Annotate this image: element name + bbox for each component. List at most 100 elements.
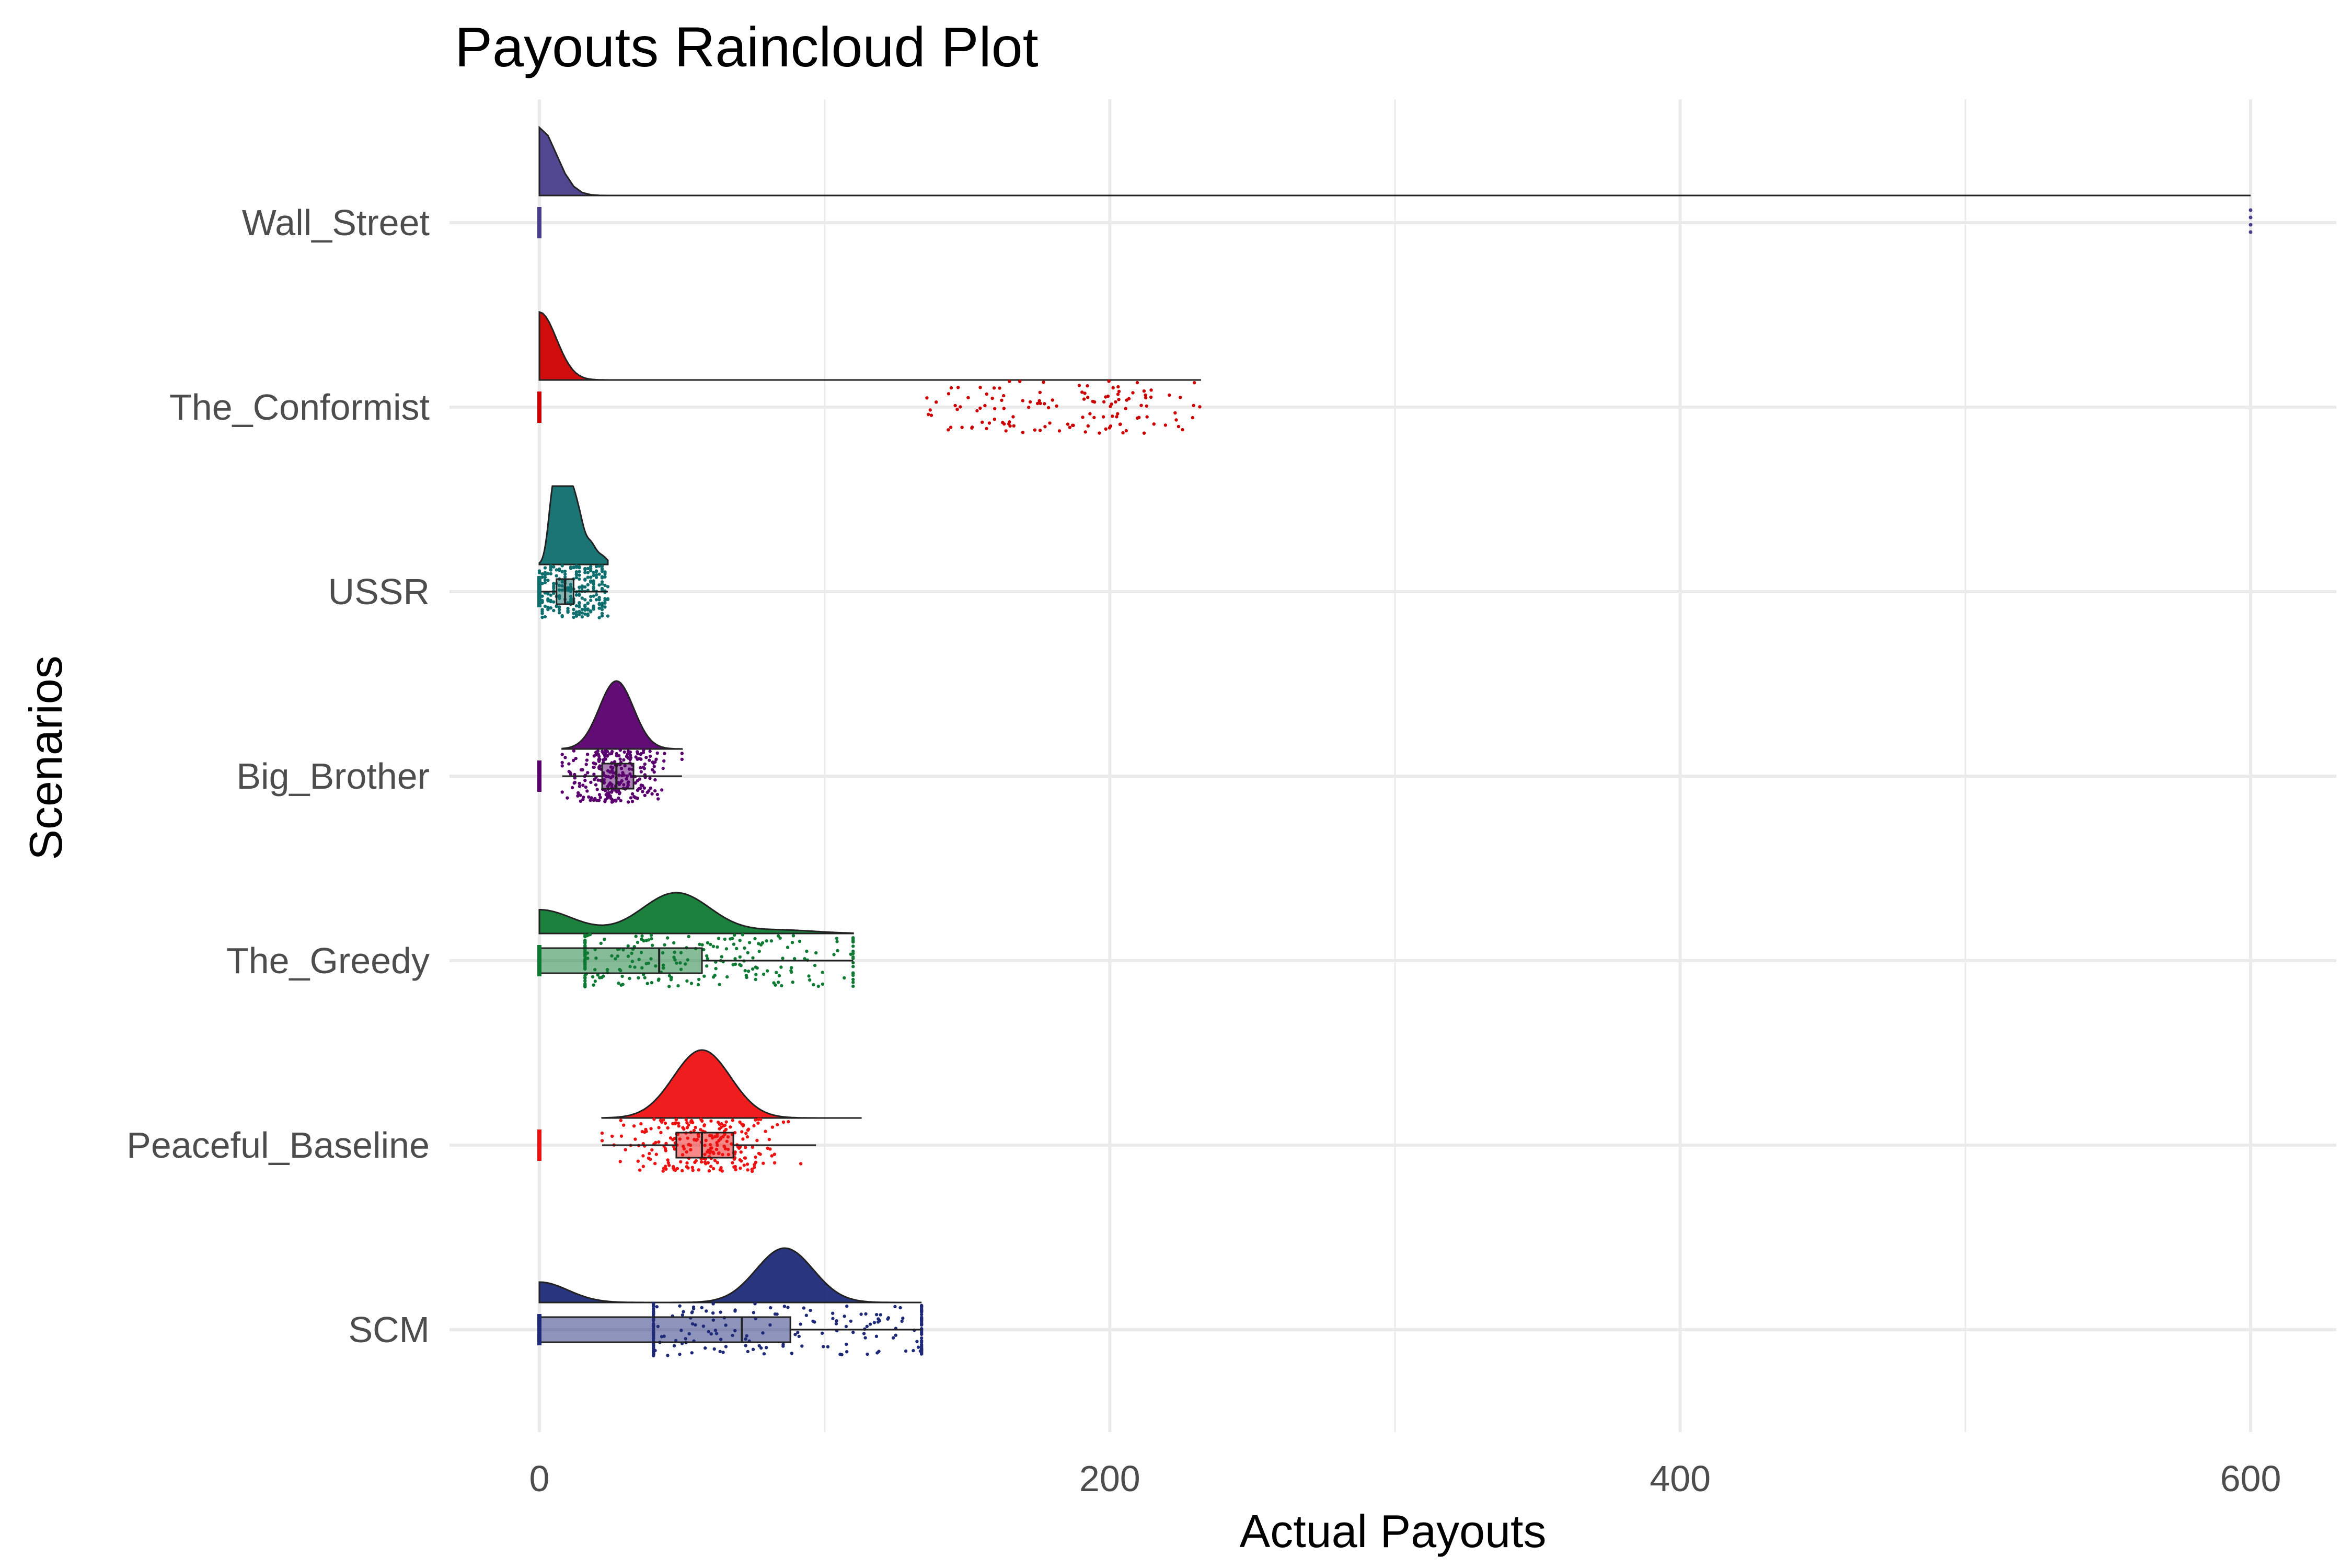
rain-point bbox=[581, 768, 584, 772]
rain-point bbox=[583, 603, 587, 607]
rain-point bbox=[597, 564, 601, 568]
rain-point bbox=[835, 937, 839, 940]
rain-point bbox=[619, 1134, 624, 1138]
rain-point bbox=[622, 1123, 626, 1127]
rain-point bbox=[584, 785, 588, 789]
rain-point bbox=[767, 1137, 771, 1142]
rain-point bbox=[578, 602, 581, 605]
rain-point bbox=[777, 981, 780, 984]
rain-point bbox=[589, 567, 593, 571]
rain-point bbox=[586, 575, 590, 579]
rain-point bbox=[797, 1334, 801, 1339]
density-cloud bbox=[538, 892, 854, 935]
rain-point bbox=[636, 797, 640, 800]
rain-point bbox=[592, 607, 595, 611]
rain-point bbox=[721, 1351, 725, 1354]
rain-point bbox=[1149, 388, 1153, 392]
rain-point bbox=[754, 973, 758, 976]
rain-point bbox=[1071, 423, 1075, 427]
rain-point bbox=[585, 789, 589, 793]
rain-point bbox=[603, 754, 607, 757]
rain-point bbox=[681, 1126, 685, 1129]
rain-point bbox=[790, 966, 793, 970]
x-tick-label: 200 bbox=[1079, 1458, 1140, 1499]
rain-point bbox=[699, 1128, 702, 1132]
rain-point bbox=[751, 1347, 755, 1351]
rain-point bbox=[549, 606, 553, 610]
rain-point bbox=[647, 1156, 651, 1160]
rain-point bbox=[592, 761, 595, 765]
rain-point bbox=[716, 1121, 720, 1124]
rain-point bbox=[851, 944, 855, 948]
rain-point bbox=[655, 751, 659, 755]
rain-point bbox=[574, 604, 579, 608]
rain-point bbox=[587, 795, 591, 799]
rain-point bbox=[738, 1120, 742, 1124]
rain-point bbox=[879, 1313, 883, 1317]
rain-point bbox=[650, 1148, 654, 1152]
rain-point bbox=[594, 573, 598, 577]
rain-point bbox=[666, 936, 670, 940]
y-tick-label: Peaceful_Baseline bbox=[126, 1125, 430, 1166]
rain-point bbox=[886, 1317, 890, 1321]
rain-point bbox=[678, 1352, 682, 1356]
rain-point bbox=[583, 985, 587, 989]
rain-point bbox=[687, 935, 690, 939]
rain-point bbox=[585, 753, 590, 756]
rain-point bbox=[1043, 425, 1047, 429]
rain-point bbox=[799, 1322, 802, 1326]
rain-point bbox=[560, 570, 564, 574]
rain-point bbox=[760, 941, 765, 945]
rain-point bbox=[729, 1125, 732, 1129]
rain-point bbox=[844, 1324, 848, 1329]
rain-point bbox=[1028, 400, 1032, 404]
rain-point bbox=[987, 421, 991, 425]
rain-point bbox=[609, 796, 613, 800]
rain-point bbox=[762, 1352, 766, 1356]
rain-point bbox=[702, 1124, 706, 1127]
rain-point bbox=[597, 793, 602, 797]
rain-point bbox=[1117, 389, 1121, 394]
rain-point bbox=[603, 583, 607, 587]
rain-point bbox=[1152, 422, 1156, 426]
rain-point bbox=[804, 1313, 809, 1317]
rain-point bbox=[691, 1305, 696, 1309]
rain-point bbox=[1018, 379, 1022, 383]
rain-point bbox=[552, 584, 556, 588]
rain-point bbox=[970, 426, 974, 430]
rain-point bbox=[643, 793, 647, 798]
rain-point bbox=[549, 564, 553, 568]
rain-point bbox=[724, 947, 729, 951]
rain-point bbox=[558, 608, 561, 612]
rain-point bbox=[654, 1152, 659, 1156]
rain-point bbox=[606, 614, 610, 618]
rain-point bbox=[629, 796, 633, 800]
rain-point bbox=[746, 1127, 751, 1131]
rain-point bbox=[603, 597, 607, 601]
rain-point bbox=[549, 568, 553, 572]
rain-point bbox=[929, 413, 933, 417]
rain-point bbox=[1008, 379, 1011, 383]
rain-point bbox=[733, 1308, 737, 1312]
rain-point bbox=[851, 940, 855, 943]
rain-point bbox=[835, 1319, 838, 1323]
rain-point bbox=[1037, 399, 1041, 402]
rain-point bbox=[600, 614, 604, 618]
rain-point bbox=[642, 786, 647, 790]
rain-point bbox=[574, 570, 579, 574]
rain-point bbox=[1142, 389, 1146, 393]
rain-point bbox=[978, 386, 982, 389]
rain-point bbox=[706, 941, 710, 945]
rain-point bbox=[603, 575, 607, 579]
rain-point bbox=[949, 386, 953, 390]
rain-point bbox=[1021, 399, 1025, 402]
rain-point bbox=[563, 575, 567, 579]
rain-point bbox=[832, 953, 836, 956]
rain-point bbox=[671, 1138, 675, 1142]
rain-point bbox=[685, 1161, 689, 1165]
rain-point bbox=[1192, 381, 1196, 385]
minor-gridlines bbox=[824, 99, 1966, 1432]
y-tick-label: Big_Brother bbox=[236, 756, 430, 797]
rain-point bbox=[1083, 430, 1087, 434]
rain-point bbox=[652, 1307, 655, 1311]
